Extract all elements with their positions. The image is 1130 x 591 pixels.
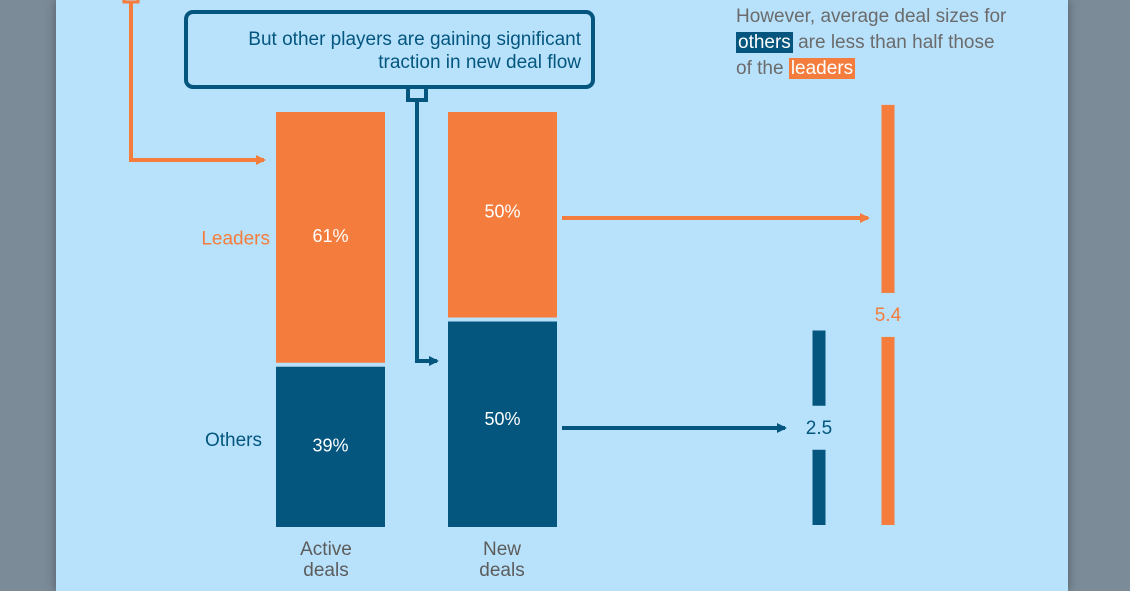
leaders-bar-0: [276, 112, 385, 363]
note-line-2-rest: are less than half those: [792, 32, 995, 53]
deal-size-note: However, average deal sizes for others a…: [736, 4, 1066, 82]
note-line-2: others are less than half those: [736, 30, 1066, 56]
others-bar-1: [448, 321, 557, 527]
note-line-1: However, average deal sizes for: [736, 6, 1007, 27]
callout-box: But other players are gaining significan…: [184, 10, 595, 89]
series-label-leaders: Leaders: [201, 228, 270, 249]
others-value-label-1: 50%: [484, 409, 520, 429]
leaders-value-label-0: 61%: [312, 226, 348, 246]
leaders-bar-1: [448, 112, 557, 318]
deal-size-bar-top-1: [881, 104, 895, 293]
deal-size-bar-bottom-1: [881, 336, 895, 525]
x-label-active-line-1: Active: [300, 539, 352, 560]
note-line-3-prefix: of the: [736, 58, 789, 79]
others-value-label-0: 39%: [312, 436, 348, 456]
leaders-highlight: leaders: [788, 58, 856, 79]
deal-size-bar-top-0: [812, 330, 826, 406]
note-line-3: of the leaders: [736, 56, 1066, 82]
connector-node-top: [122, 0, 140, 4]
x-label-active-line-2: deals: [303, 560, 349, 581]
deal-size-bar-bottom-0: [812, 449, 826, 525]
chart-panel: [56, 0, 1068, 591]
x-label-new: New deals: [432, 539, 572, 581]
x-label-new-line-2: deals: [479, 560, 525, 581]
leaders-value-label-1: 50%: [484, 202, 520, 222]
others-bar-0: [276, 366, 385, 527]
callout-line-2: traction in new deal flow: [378, 52, 581, 73]
others-connector-line: [415, 100, 439, 366]
others-highlight: others: [736, 32, 793, 53]
deal-size-label-1: 5.4: [875, 305, 902, 326]
deal-size-label-0: 2.5: [806, 418, 832, 439]
x-label-new-line-1: New: [482, 539, 521, 560]
leaders-connector-line: [129, 0, 266, 165]
x-label-active: Active deals: [256, 539, 396, 581]
callout-line-1: But other players are gaining significan…: [248, 29, 581, 50]
series-label-others: Others: [205, 430, 262, 451]
